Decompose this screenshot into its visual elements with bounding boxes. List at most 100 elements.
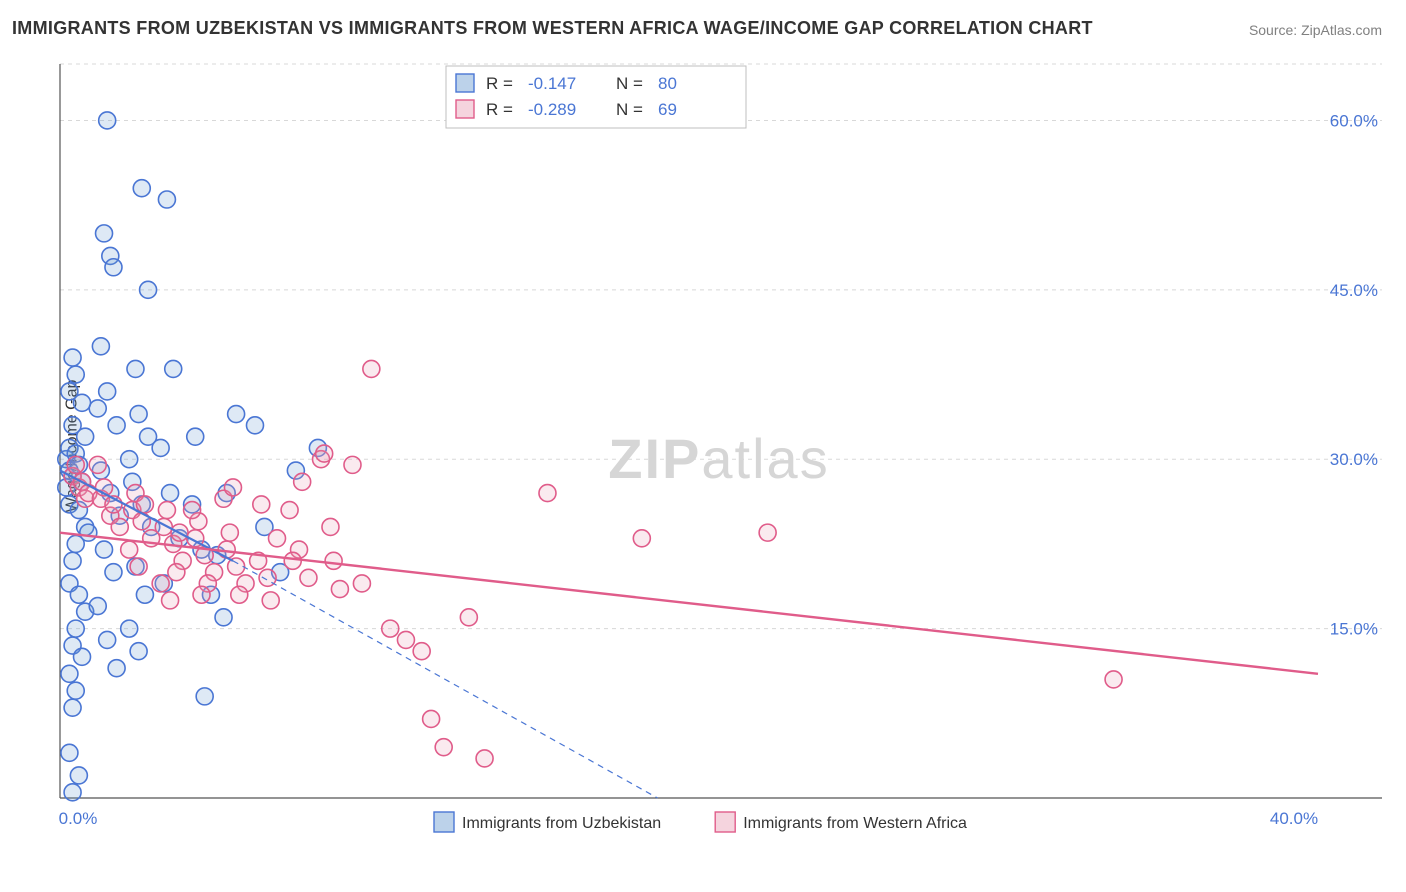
- n-value-western_africa: 69: [658, 100, 677, 119]
- data-point-western_africa: [193, 586, 210, 603]
- data-point-uzbekistan: [99, 383, 116, 400]
- data-point-western_africa: [158, 502, 175, 519]
- data-point-uzbekistan: [133, 180, 150, 197]
- data-point-uzbekistan: [77, 428, 94, 445]
- watermark: ZIPatlas: [608, 427, 829, 490]
- data-point-western_africa: [162, 592, 179, 609]
- data-point-western_africa: [344, 456, 361, 473]
- n-value-uzbekistan: 80: [658, 74, 677, 93]
- data-point-western_africa: [316, 445, 333, 462]
- data-point-uzbekistan: [121, 451, 138, 468]
- data-point-uzbekistan: [67, 682, 84, 699]
- r-value-uzbekistan: -0.147: [528, 74, 576, 93]
- data-point-western_africa: [413, 643, 430, 660]
- y-tick-label: 15.0%: [1330, 620, 1378, 639]
- data-point-western_africa: [281, 502, 298, 519]
- legend-swatch-uzbekistan: [456, 74, 474, 92]
- data-point-western_africa: [152, 575, 169, 592]
- y-tick-label: 60.0%: [1330, 111, 1378, 130]
- svg-text:R =: R =: [486, 100, 513, 119]
- data-point-western_africa: [121, 541, 138, 558]
- data-point-uzbekistan: [64, 349, 81, 366]
- data-point-western_africa: [294, 473, 311, 490]
- data-point-uzbekistan: [67, 366, 84, 383]
- data-point-western_africa: [221, 524, 238, 541]
- data-point-western_africa: [168, 564, 185, 581]
- data-point-uzbekistan: [136, 586, 153, 603]
- data-point-western_africa: [435, 739, 452, 756]
- data-point-western_africa: [1105, 671, 1122, 688]
- data-point-uzbekistan: [228, 406, 245, 423]
- data-point-uzbekistan: [130, 406, 147, 423]
- y-tick-label: 30.0%: [1330, 450, 1378, 469]
- x-tick-label: 0.0%: [59, 809, 98, 828]
- data-point-uzbekistan: [99, 112, 116, 129]
- data-point-western_africa: [633, 530, 650, 547]
- data-point-uzbekistan: [64, 699, 81, 716]
- trend-extrapolation-uzbekistan: [233, 561, 658, 798]
- data-point-uzbekistan: [61, 665, 78, 682]
- data-point-uzbekistan: [108, 660, 125, 677]
- bottom-legend-label-uzbekistan: Immigrants from Uzbekistan: [462, 815, 661, 832]
- data-point-western_africa: [300, 569, 317, 586]
- data-point-western_africa: [423, 710, 440, 727]
- data-point-uzbekistan: [121, 620, 138, 637]
- data-point-western_africa: [325, 552, 342, 569]
- x-tick-label: 40.0%: [1270, 809, 1318, 828]
- y-tick-label: 45.0%: [1330, 281, 1378, 300]
- data-point-western_africa: [253, 496, 270, 513]
- data-point-western_africa: [322, 518, 339, 535]
- data-point-uzbekistan: [89, 400, 106, 417]
- source-attribution: Source: ZipAtlas.com: [1249, 22, 1382, 38]
- data-point-uzbekistan: [246, 417, 263, 434]
- data-point-uzbekistan: [105, 259, 122, 276]
- data-point-western_africa: [184, 502, 201, 519]
- data-point-uzbekistan: [130, 643, 147, 660]
- data-point-uzbekistan: [187, 428, 204, 445]
- data-point-western_africa: [476, 750, 493, 767]
- data-point-uzbekistan: [61, 744, 78, 761]
- trend-line-western_africa: [60, 533, 1318, 674]
- bottom-legend-label-western_africa: Immigrants from Western Africa: [743, 815, 967, 832]
- data-point-uzbekistan: [67, 535, 84, 552]
- svg-text:N =: N =: [616, 74, 643, 93]
- data-point-uzbekistan: [64, 552, 81, 569]
- data-point-uzbekistan: [70, 767, 87, 784]
- data-point-western_africa: [331, 581, 348, 598]
- data-point-uzbekistan: [140, 281, 157, 298]
- data-point-uzbekistan: [74, 648, 91, 665]
- data-point-uzbekistan: [99, 631, 116, 648]
- data-point-western_africa: [231, 586, 248, 603]
- data-point-uzbekistan: [96, 225, 113, 242]
- chart-title: IMMIGRANTS FROM UZBEKISTAN VS IMMIGRANTS…: [12, 18, 1093, 39]
- svg-text:N =: N =: [616, 100, 643, 119]
- data-point-uzbekistan: [105, 564, 122, 581]
- data-point-uzbekistan: [89, 598, 106, 615]
- data-point-uzbekistan: [108, 417, 125, 434]
- data-point-western_africa: [397, 631, 414, 648]
- data-point-western_africa: [224, 479, 241, 496]
- data-point-western_africa: [67, 456, 84, 473]
- data-point-western_africa: [111, 518, 128, 535]
- data-point-uzbekistan: [152, 439, 169, 456]
- r-value-western_africa: -0.289: [528, 100, 576, 119]
- data-point-western_africa: [136, 496, 153, 513]
- data-point-western_africa: [284, 552, 301, 569]
- data-point-uzbekistan: [215, 609, 232, 626]
- bottom-legend-swatch-western_africa: [715, 812, 735, 832]
- data-point-uzbekistan: [67, 620, 84, 637]
- data-point-western_africa: [759, 524, 776, 541]
- data-point-western_africa: [539, 485, 556, 502]
- data-point-western_africa: [382, 620, 399, 637]
- data-point-western_africa: [353, 575, 370, 592]
- data-point-western_africa: [269, 530, 286, 547]
- data-point-uzbekistan: [165, 360, 182, 377]
- data-point-uzbekistan: [96, 541, 113, 558]
- data-point-uzbekistan: [70, 586, 87, 603]
- data-point-western_africa: [460, 609, 477, 626]
- legend-swatch-western_africa: [456, 100, 474, 118]
- data-point-uzbekistan: [92, 338, 109, 355]
- data-point-uzbekistan: [64, 784, 81, 801]
- svg-text:R =: R =: [486, 74, 513, 93]
- data-point-uzbekistan: [162, 485, 179, 502]
